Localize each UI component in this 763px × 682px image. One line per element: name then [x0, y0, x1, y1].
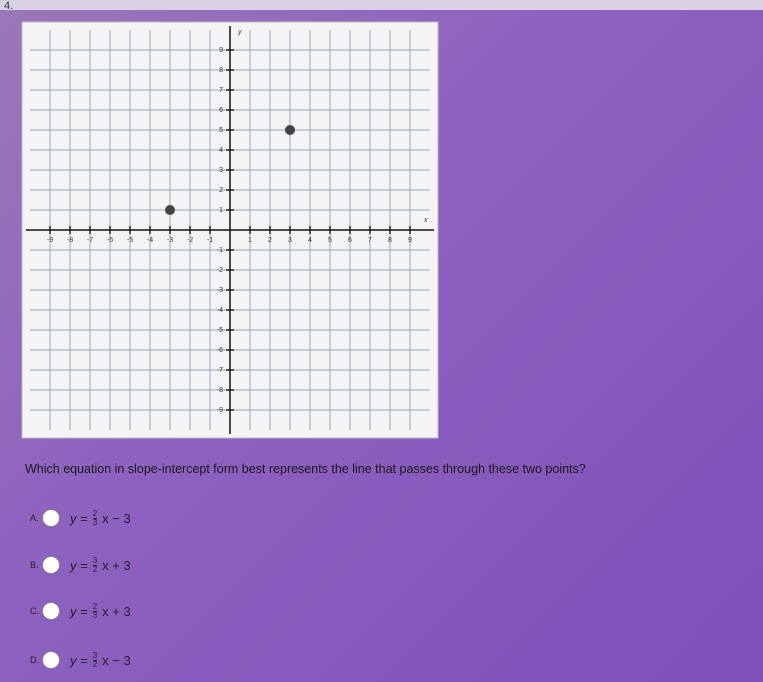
y-tick-label: 5 [219, 127, 223, 134]
x-tick-label: -7 [87, 237, 93, 244]
answer-option[interactable]: A. y = 2 3 x − 3 [30, 503, 131, 533]
equation-rhs: x + 3 [102, 557, 131, 573]
x-tick-label: -5 [127, 237, 133, 244]
radio-button[interactable] [42, 651, 60, 669]
x-tick-label: 7 [368, 237, 372, 244]
y-tick-label: -9 [217, 407, 223, 414]
answer-option[interactable]: D. y = 3 2 x − 3 [30, 645, 131, 675]
x-tick-label: -6 [107, 237, 113, 244]
x-tick-label: -4 [147, 237, 153, 244]
x-tick-label: -9 [47, 237, 53, 244]
x-tick-label: -2 [187, 237, 193, 244]
y-tick-label: 2 [219, 187, 223, 194]
denominator: 2 [92, 659, 98, 669]
y-axis-label: y [237, 29, 242, 36]
x-tick-label: 2 [268, 237, 272, 244]
point [165, 205, 175, 215]
option-letter: A. [30, 513, 39, 523]
denominator: 3 [92, 517, 98, 527]
equation-lhs: y = [70, 510, 88, 526]
y-tick-label: -2 [217, 267, 223, 274]
y-tick-label: 8 [219, 67, 223, 74]
y-tick-label: 4 [219, 147, 223, 154]
y-tick-label: -8 [217, 387, 223, 394]
equation-rhs: x − 3 [102, 510, 131, 526]
x-tick-label: -3 [167, 237, 173, 244]
x-tick-label: 8 [388, 237, 392, 244]
numerator: 2 [92, 508, 98, 518]
y-tick-label: -5 [217, 327, 223, 334]
y-tick-label: 9 [219, 47, 223, 54]
option-letter: C. [30, 606, 39, 616]
option-letter: B. [30, 560, 39, 570]
equation-lhs: y = [70, 652, 88, 668]
equation-rhs: x − 3 [102, 652, 131, 668]
x-tick-label: 5 [328, 237, 332, 244]
x-tick-label: -8 [67, 237, 73, 244]
y-tick-label: -1 [217, 247, 223, 254]
question-number: 4. [4, 0, 14, 12]
y-tick-label: 7 [219, 87, 223, 94]
equation-lhs: y = [70, 603, 88, 619]
y-tick-label: -4 [217, 307, 223, 314]
equation-lhs: y = [70, 557, 88, 573]
x-tick-label: 9 [408, 237, 412, 244]
numerator: 2 [92, 601, 98, 611]
top-bar [0, 0, 763, 10]
x-tick-label: 6 [348, 237, 352, 244]
option-letter: D. [30, 655, 39, 665]
numerator: 3 [92, 650, 98, 660]
answer-option[interactable]: B. y = 3 2 x + 3 [30, 550, 131, 580]
y-tick-label: 1 [219, 207, 223, 214]
denominator: 3 [92, 610, 98, 620]
x-tick-label: 1 [248, 237, 252, 244]
y-tick-label: -7 [217, 367, 223, 374]
answer-option[interactable]: C. y = 2 3 x + 3 [30, 596, 131, 626]
radio-button[interactable] [42, 602, 60, 620]
x-tick-label: 3 [288, 237, 292, 244]
question-text: Which equation in slope-intercept form b… [25, 462, 586, 476]
x-tick-label: -1 [207, 237, 213, 244]
y-tick-label: -6 [217, 347, 223, 354]
y-tick-label: -3 [217, 287, 223, 294]
numerator: 3 [92, 555, 98, 565]
x-tick-label: 4 [308, 237, 312, 244]
y-tick-label: 6 [219, 107, 223, 114]
y-tick-label: 3 [219, 167, 223, 174]
equation-rhs: x + 3 [102, 603, 131, 619]
radio-button[interactable] [42, 556, 60, 574]
graph: -9 -8 -7 -6 -5 -4 -3 -2 -1 1 2 3 4 5 6 7 8 9 -9 -8 -7 -6 -5 -4 -… [21, 21, 439, 439]
point [285, 125, 295, 135]
denominator: 2 [92, 564, 98, 574]
radio-button[interactable] [42, 509, 60, 527]
x-axis-label: x [423, 217, 428, 224]
